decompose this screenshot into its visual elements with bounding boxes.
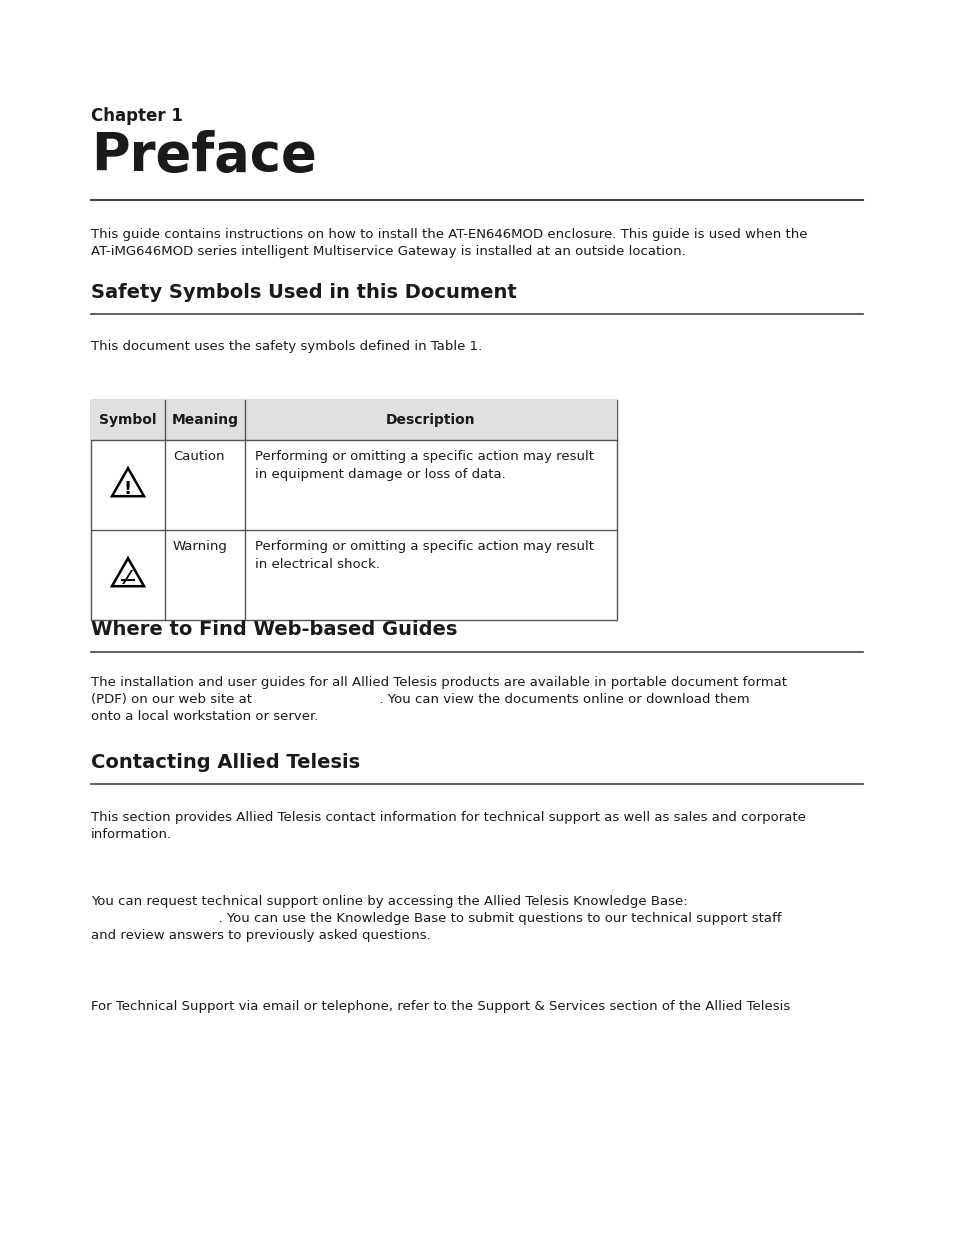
Text: This document uses the safety symbols defined in Table 1.: This document uses the safety symbols de…	[91, 340, 482, 353]
Text: For Technical Support via email or telephone, refer to the Support & Services se: For Technical Support via email or telep…	[91, 1000, 789, 1013]
Text: Performing or omitting a specific action may result
in equipment damage or loss : Performing or omitting a specific action…	[254, 450, 594, 480]
Text: Contacting Allied Telesis: Contacting Allied Telesis	[91, 753, 359, 772]
Bar	[91, 400, 617, 440]
Text: Meaning: Meaning	[172, 412, 238, 427]
Text: This guide contains instructions on how to install the AT-EN646MOD enclosure. Th: This guide contains instructions on how …	[91, 228, 806, 258]
Text: !: !	[124, 480, 132, 498]
Text: Preface: Preface	[91, 130, 316, 182]
Bar	[91, 400, 617, 620]
Text: Chapter 1: Chapter 1	[91, 107, 183, 125]
Text: The installation and user guides for all Allied Telesis products are available i: The installation and user guides for all…	[91, 676, 786, 722]
Text: Warning: Warning	[172, 540, 228, 553]
Text: Safety Symbols Used in this Document: Safety Symbols Used in this Document	[91, 283, 517, 303]
Text: Description: Description	[386, 412, 476, 427]
Text: This section provides Allied Telesis contact information for technical support a: This section provides Allied Telesis con…	[91, 811, 805, 841]
Text: Caution: Caution	[172, 450, 224, 463]
Text: Symbol: Symbol	[99, 412, 156, 427]
Text: Where to Find Web-based Guides: Where to Find Web-based Guides	[91, 620, 456, 638]
Text: You can request technical support online by accessing the Allied Telesis Knowled: You can request technical support online…	[91, 895, 781, 942]
Text: Performing or omitting a specific action may result
in electrical shock.: Performing or omitting a specific action…	[254, 540, 594, 571]
Text: ⁄: ⁄	[126, 569, 130, 589]
